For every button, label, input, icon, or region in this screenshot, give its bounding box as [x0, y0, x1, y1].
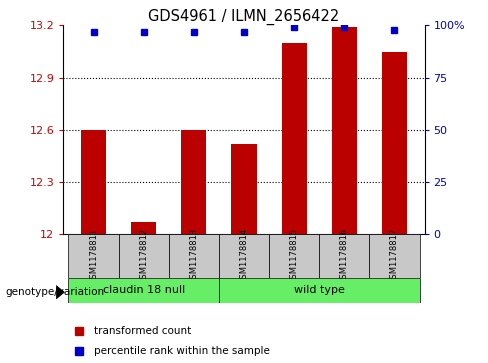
Bar	[269, 234, 319, 278]
Bar	[369, 234, 420, 278]
Bar	[68, 234, 119, 278]
Bar	[131, 222, 156, 234]
Text: genotype/variation: genotype/variation	[5, 287, 104, 297]
Text: claudin 18 null: claudin 18 null	[102, 285, 185, 295]
Text: GSM1178813: GSM1178813	[189, 228, 198, 284]
Text: percentile rank within the sample: percentile rank within the sample	[94, 346, 270, 356]
Text: GDS4961 / ILMN_2656422: GDS4961 / ILMN_2656422	[148, 9, 340, 25]
Bar	[332, 27, 357, 234]
Text: transformed count: transformed count	[94, 326, 191, 336]
Bar	[319, 234, 369, 278]
Bar	[81, 130, 106, 234]
Text: GSM1178817: GSM1178817	[390, 228, 399, 284]
Bar	[169, 234, 219, 278]
Text: GSM1178816: GSM1178816	[340, 228, 349, 284]
Text: GSM1178815: GSM1178815	[290, 228, 299, 284]
Polygon shape	[56, 285, 65, 299]
Bar	[231, 144, 257, 234]
Text: GSM1178811: GSM1178811	[89, 228, 98, 284]
Bar	[119, 234, 169, 278]
Bar	[282, 43, 306, 234]
Text: GSM1178812: GSM1178812	[139, 228, 148, 284]
Bar	[219, 278, 420, 303]
Bar	[68, 278, 219, 303]
Bar	[382, 52, 407, 234]
Bar	[182, 130, 206, 234]
Text: wild type: wild type	[294, 285, 345, 295]
Text: GSM1178814: GSM1178814	[240, 228, 248, 284]
Bar	[219, 234, 269, 278]
